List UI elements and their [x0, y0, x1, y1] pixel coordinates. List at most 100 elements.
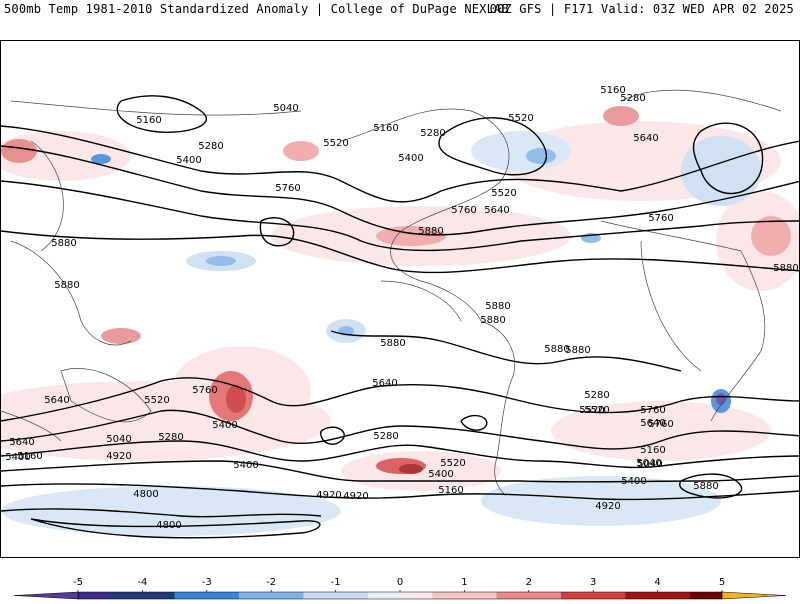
colorbar-segment: [335, 592, 369, 599]
colorbar-segment: [464, 592, 498, 599]
contour-label: 5760: [275, 183, 300, 194]
contour-label: 5280: [373, 431, 398, 442]
contour-label: 5640: [372, 378, 397, 389]
contour-label: 5400: [233, 460, 258, 471]
colorbar-tick-label: -2: [266, 577, 276, 588]
colorbar-tick-label: 2: [526, 577, 532, 588]
contour-label: 5160: [373, 123, 398, 134]
contour-label: 5160: [438, 485, 463, 496]
contour-label: 5400: [5, 452, 30, 463]
contour-label: 5880: [480, 315, 505, 326]
contour-label: 4920: [316, 490, 341, 501]
contour-label: 5760: [648, 419, 673, 430]
contour-label: 5520: [584, 405, 609, 416]
colorbar-segment: [657, 592, 691, 599]
contour-label: 5760: [192, 385, 217, 396]
contour-label: 5640: [633, 133, 658, 144]
colorbar-segment: [400, 592, 433, 599]
colorbar: -5 -4 -3 -2 -1 0 1 2 3 4 5: [0, 570, 800, 600]
colorbar-segment: [528, 592, 562, 599]
colorbar-segment: [271, 592, 304, 599]
contour-label: 5040: [106, 434, 131, 445]
contour-label-layer: 5040516051605280528055205160528054005520…: [5, 85, 798, 531]
contour-label: 5280: [198, 141, 223, 152]
colorbar-segment: [78, 592, 111, 599]
contour-label: 5880: [544, 344, 569, 355]
contour-label: 5640: [9, 437, 34, 448]
anomaly-shading: [1, 106, 799, 536]
contour-label: 5160: [136, 115, 161, 126]
contour-label: 4800: [133, 489, 158, 500]
contour-label: 5640: [640, 418, 665, 429]
colorbar-segment: [239, 592, 272, 599]
contour-label: 4920: [343, 491, 368, 502]
colorbar-segment: [142, 592, 176, 599]
contour-label: 4920: [595, 501, 620, 512]
colorbar-segment: [206, 592, 240, 599]
map-svg: 5040516051605280528055205160528054005520…: [1, 85, 799, 539]
contour-label: 5880: [418, 226, 443, 237]
colorbar-segment: [367, 592, 401, 599]
contour-label: 5640: [44, 395, 69, 406]
colorbar-segment: [303, 592, 337, 599]
contour-label: 5640: [484, 205, 509, 216]
contour-label: 5400: [176, 155, 201, 166]
contour-label: 5520: [323, 138, 348, 149]
colorbar-tick-label: 1: [461, 577, 467, 588]
colorbar-tick-label: 3: [590, 577, 596, 588]
contour-label: 5880: [380, 338, 405, 349]
colorbar-segment: [625, 592, 659, 599]
contour-label: 5160: [640, 445, 665, 456]
colorbar-segment: [689, 592, 723, 599]
colorbar-tick-label: -1: [331, 577, 341, 588]
contour-label: 5280: [158, 432, 183, 443]
contour-label: 5520: [579, 405, 604, 416]
contour-label: 5520: [508, 113, 533, 124]
colorbar-tick-label: -4: [137, 577, 147, 588]
contour-label: 5280: [620, 93, 645, 104]
model-run-info: 00Z GFS | F171 Valid: 03Z WED APR 02 202…: [489, 2, 794, 16]
colorbar-high-extend: [721, 591, 787, 600]
contour-label: 5880: [51, 238, 76, 249]
colorbar-tick-label: 0: [397, 577, 403, 588]
contour-label: 5760: [640, 405, 665, 416]
contour-label: 5880: [54, 280, 79, 291]
colorbar-tick-label: 4: [654, 577, 660, 588]
colorbar-segment: [432, 592, 465, 599]
colorbar-svg: -5 -4 -3 -2 -1 0 1 2 3 4 5: [13, 577, 787, 600]
contour-label: 5880: [485, 301, 510, 312]
contour-label: 5400: [621, 476, 646, 487]
colorbar-segment: [593, 592, 626, 599]
contour-label: 5040: [637, 459, 662, 470]
contour-label: 5040: [273, 103, 298, 114]
colorbar-segment: [110, 592, 143, 599]
colorbar-tick-label: 5: [719, 577, 725, 588]
contour-label: 5760: [451, 205, 476, 216]
map-title: 500mb Temp 1981-2010 Standardized Anomal…: [4, 2, 509, 16]
contour-label: 5520: [491, 188, 516, 199]
contour-label: 5520: [144, 395, 169, 406]
contour-label: 5280: [420, 128, 445, 139]
contour-label: 5880: [773, 263, 798, 274]
contour-label: 4800: [156, 520, 181, 531]
contour-label: 5160: [17, 451, 42, 462]
anomaly-map: 5040 5160 5160 5280 5280 5520 5160 5280 5400 5520…: [0, 40, 800, 558]
contour-label: 5880: [693, 481, 718, 492]
contour-label: 5400: [428, 469, 453, 480]
contour-label: 5280: [584, 390, 609, 401]
colorbar-segment: [496, 592, 530, 599]
contour-label: 5880: [565, 345, 590, 356]
colorbar-tick-label: -5: [73, 577, 83, 588]
colorbar-segment: [174, 592, 208, 599]
height-contours: [1, 95, 799, 539]
contour-label: 5400: [398, 153, 423, 164]
colorbar-tick-label: -3: [202, 577, 212, 588]
contour-label: 5400: [212, 420, 237, 431]
contour-label: 5040: [636, 458, 661, 469]
contour-label: 5160: [600, 85, 625, 96]
contour-label: 5520: [440, 458, 465, 469]
colorbar-segment: [561, 592, 594, 599]
contour-label: 4920: [106, 451, 131, 462]
colorbar-low-extend: [13, 591, 79, 600]
contour-label: 5760: [648, 213, 673, 224]
